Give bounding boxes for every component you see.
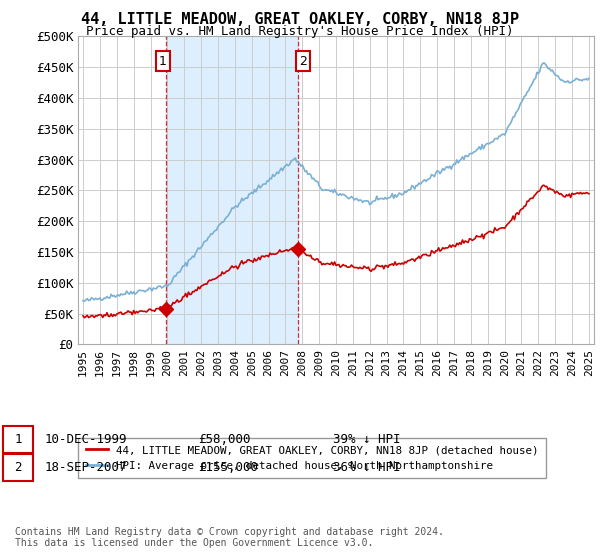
Text: 1: 1 <box>159 54 167 68</box>
Text: £155,000: £155,000 <box>198 461 258 474</box>
Text: Contains HM Land Registry data © Crown copyright and database right 2024.
This d: Contains HM Land Registry data © Crown c… <box>15 527 444 548</box>
FancyBboxPatch shape <box>3 454 33 481</box>
FancyBboxPatch shape <box>3 426 33 453</box>
Text: 18-SEP-2007: 18-SEP-2007 <box>45 461 128 474</box>
Text: 2: 2 <box>14 461 22 474</box>
Bar <box>166 36 298 344</box>
Text: 10-DEC-1999: 10-DEC-1999 <box>45 433 128 446</box>
Legend: 44, LITTLE MEADOW, GREAT OAKLEY, CORBY, NN18 8JP (detached house), HPI: Average : 44, LITTLE MEADOW, GREAT OAKLEY, CORBY, … <box>78 437 546 478</box>
Text: Price paid vs. HM Land Registry's House Price Index (HPI): Price paid vs. HM Land Registry's House … <box>86 25 514 38</box>
Text: 39% ↓ HPI: 39% ↓ HPI <box>333 433 401 446</box>
Text: £58,000: £58,000 <box>198 433 251 446</box>
Text: 44, LITTLE MEADOW, GREAT OAKLEY, CORBY, NN18 8JP: 44, LITTLE MEADOW, GREAT OAKLEY, CORBY, … <box>81 12 519 27</box>
Text: 2: 2 <box>299 54 307 68</box>
Text: 36% ↓ HPI: 36% ↓ HPI <box>333 461 401 474</box>
Text: 1: 1 <box>14 433 22 446</box>
